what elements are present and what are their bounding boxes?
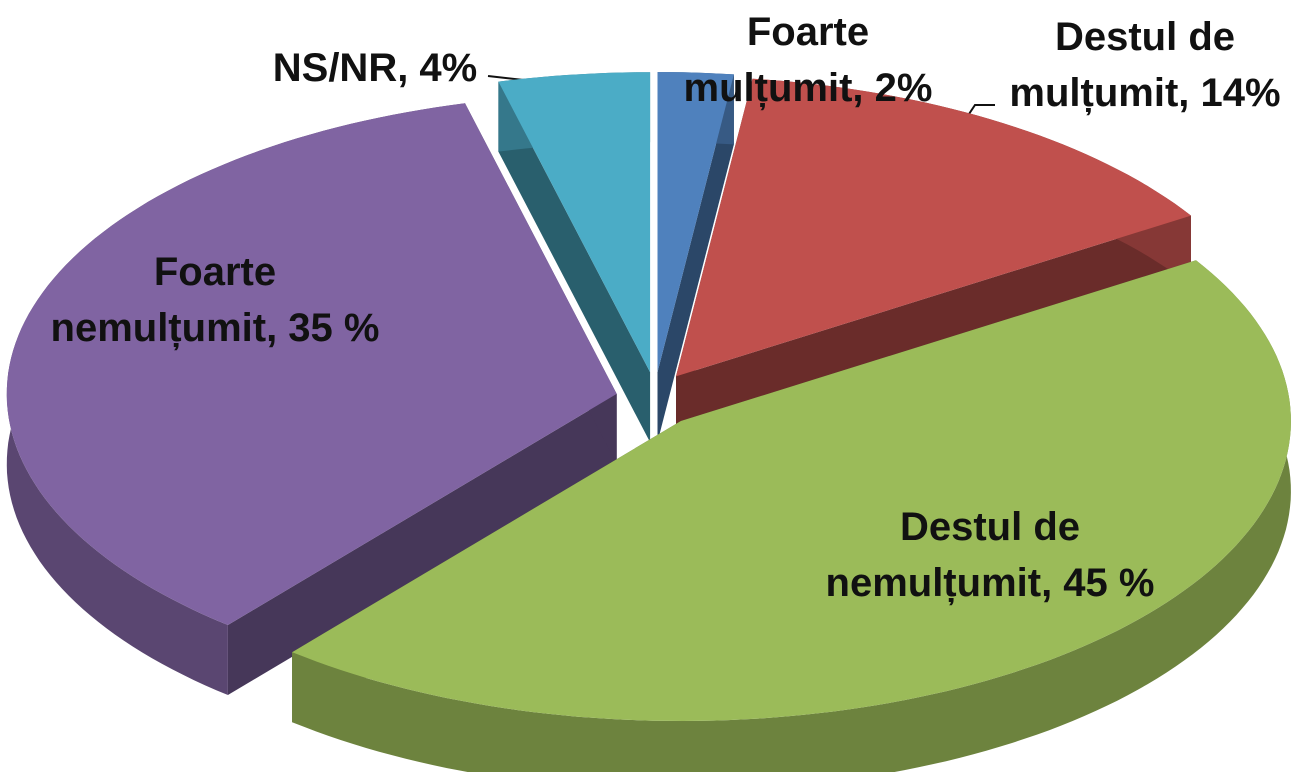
slice [498,72,651,373]
data-label: Destul de nemulțumit, 45 % [825,505,1155,605]
data-label: NS/NR, 4% [272,46,478,90]
slice [657,72,734,373]
slice-group [292,260,1291,772]
slice [676,78,1191,377]
slice-group [6,103,617,696]
slice [6,103,617,626]
slice-side [657,74,734,443]
data-label: Destul de mulțumit, 14% [1009,15,1281,115]
slice-side [227,393,617,695]
slice [292,260,1291,721]
slice-group [498,72,651,443]
data-label: Foarte nemulțumit, 35 % [50,250,380,350]
slice-group [657,72,734,443]
slice-side [292,260,1291,772]
slice-side [498,81,651,443]
data-label: Foarte mulțumit, 2% [683,10,933,110]
